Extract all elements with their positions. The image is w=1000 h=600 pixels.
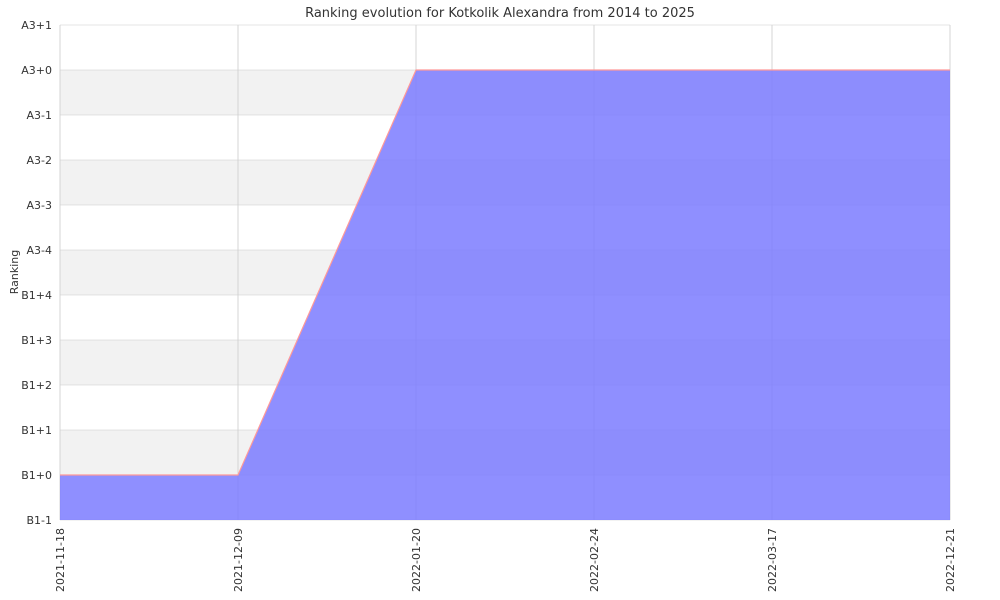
y-tick-label: B1-1 — [26, 514, 52, 527]
plot-band — [60, 25, 950, 70]
x-tick-label: 2022-03-17 — [766, 528, 779, 592]
y-tick-label: B1+2 — [21, 379, 52, 392]
y-tick-label: B1+4 — [21, 289, 52, 302]
x-tick-label: 2022-01-20 — [410, 528, 423, 592]
y-tick-label: A3+1 — [21, 19, 52, 32]
series-line — [60, 69, 950, 476]
x-tick-label: 2021-11-18 — [54, 528, 67, 592]
y-tick-label: A3-1 — [27, 109, 53, 122]
x-tick-label: 2021-12-09 — [232, 528, 245, 592]
y-tick-label: A3-4 — [27, 244, 53, 257]
x-tick-label: 2022-12-21 — [944, 528, 957, 592]
y-axis-label: Ranking — [8, 250, 21, 295]
y-axis-ticks: B1-1 B1+0 B1+1 B1+2 B1+3 B1+4 A3-4 A3-3 A3-2 A3-1… — [21, 19, 52, 527]
y-tick-label: B1+1 — [21, 424, 52, 437]
chart-title: Ranking evolution for Kotkolik Alexandra… — [305, 6, 695, 21]
y-tick-label: A3-2 — [27, 154, 53, 167]
series-area — [60, 70, 950, 520]
y-tick-label: A3-3 — [27, 199, 53, 212]
x-tick-label: 2022-02-24 — [588, 528, 601, 592]
y-tick-label: A3+0 — [21, 64, 52, 77]
series-area-group — [60, 69, 950, 520]
x-axis-ticks: 2021-11-18 2021-12-09 2022-01-20 2022-02-24… — [54, 528, 957, 592]
y-tick-label: B1+3 — [21, 334, 52, 347]
y-tick-label: B1+0 — [21, 469, 52, 482]
